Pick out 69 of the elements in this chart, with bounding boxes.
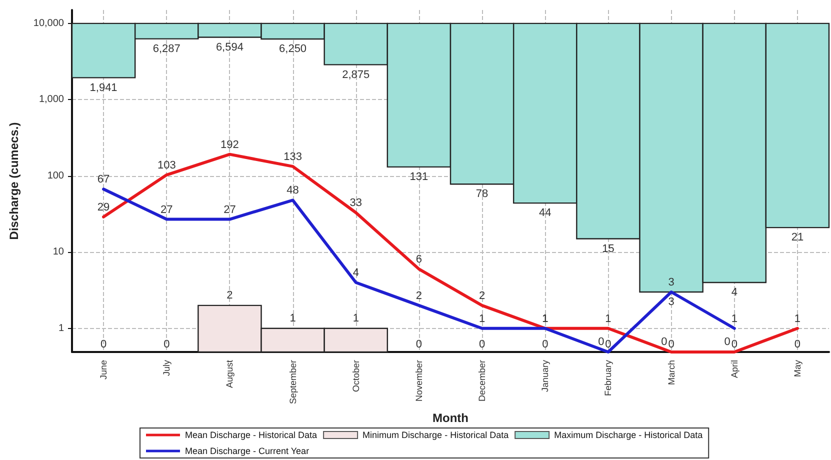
data-label: 2,875 (342, 68, 370, 81)
data-label: 3 (668, 296, 674, 308)
data-label: 0 (416, 338, 422, 350)
data-label: 0 (542, 338, 548, 350)
y-tick-label: 10 (52, 246, 64, 258)
data-label: 1 (542, 312, 548, 325)
data-label: 4 (731, 286, 738, 299)
data-label: 2 (416, 290, 422, 302)
data-label: 1 (605, 312, 612, 325)
data-label: 6 (416, 254, 422, 266)
data-label: 103 (157, 159, 176, 172)
x-tick-label: May (792, 360, 802, 378)
x-tick-label: December (477, 360, 488, 402)
data-label: 27 (160, 204, 173, 216)
y-tick-label: 1 (58, 322, 64, 334)
x-tick-label: November (414, 360, 424, 402)
data-label: 21 (791, 232, 804, 244)
data-label: 29 (97, 201, 110, 214)
x-tick-label: January (540, 360, 550, 392)
data-label: 192 (220, 138, 239, 151)
y-tick-label: 1,000 (38, 94, 64, 106)
data-label: 6,594 (216, 41, 244, 54)
legend-label: Mean Discharge - Current Year (185, 446, 310, 456)
data-label: 1 (731, 312, 738, 325)
data-label: 1 (290, 312, 296, 324)
data-label: 1,941 (90, 82, 118, 94)
x-tick-label: April (729, 360, 740, 378)
data-label: 48 (286, 184, 299, 197)
data-label: 0 (724, 336, 730, 348)
data-label: 0 (794, 338, 801, 350)
y-axis-title: Discharge (cumecs.) (7, 122, 21, 240)
data-label: 33 (350, 197, 362, 210)
data-label: 1 (352, 312, 359, 324)
x-tick-label: September (288, 360, 298, 404)
data-label: 0 (731, 338, 738, 350)
x-tick-label: August (224, 360, 235, 388)
data-label: 0 (100, 338, 107, 350)
data-label: 0 (605, 338, 612, 350)
data-label: 6,250 (279, 43, 307, 56)
data-label: 2 (478, 290, 486, 302)
data-label: 3 (668, 276, 674, 289)
data-label: 0 (478, 338, 486, 350)
data-label: 0 (661, 336, 668, 348)
data-label: 27 (224, 204, 236, 216)
x-tick-label: June (98, 360, 109, 380)
data-label: 1 (478, 312, 486, 325)
y-tick-label: 100 (47, 170, 64, 182)
data-label: 6,287 (152, 42, 180, 55)
data-label: 0 (598, 336, 604, 348)
x-tick-label: October (350, 360, 361, 392)
x-tick-label: February (603, 360, 614, 396)
x-tick-label: July (162, 360, 172, 376)
data-label: 4 (352, 266, 359, 279)
data-label: 2 (226, 289, 233, 302)
x-tick-label: March (666, 360, 676, 386)
legend-label: Minimum Discharge - Historical Data (362, 430, 509, 440)
data-label: 0 (668, 338, 674, 350)
legend-label: Maximum Discharge - Historical Data (554, 430, 703, 440)
x-axis-title: Month (432, 410, 468, 425)
legend-label: Mean Discharge - Historical Data (185, 430, 318, 440)
data-label: 1 (794, 312, 801, 325)
data-label: 44 (539, 207, 552, 220)
y-tick-label: 10,000 (33, 18, 64, 29)
data-label: 131 (410, 171, 428, 184)
data-label: 133 (284, 150, 302, 163)
data-label: 67 (97, 174, 110, 186)
data-label: 78 (476, 188, 488, 200)
data-label: 15 (602, 242, 614, 255)
data-label: 0 (164, 338, 170, 350)
